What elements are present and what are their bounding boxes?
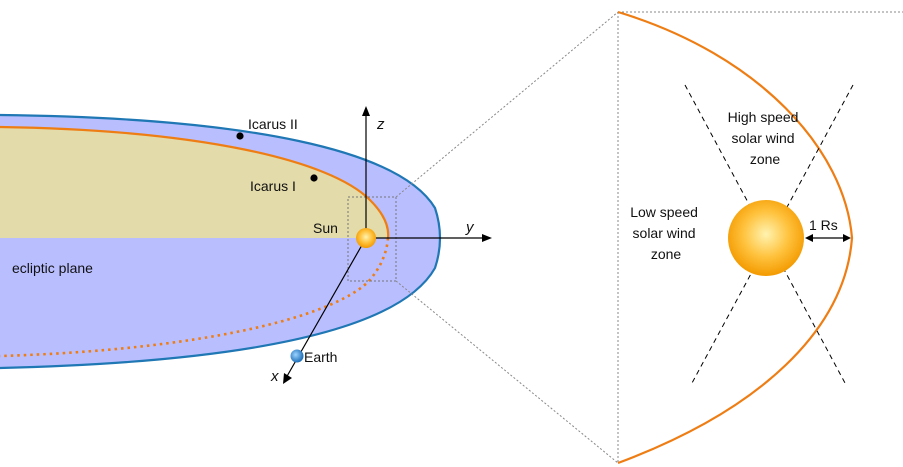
high-speed-zone-line-2: solar wind xyxy=(732,130,795,146)
sun-zoomed xyxy=(728,200,804,276)
zoom-connector-bottom xyxy=(395,280,619,464)
distance-label: 1 Rs xyxy=(809,217,838,233)
earth-marker xyxy=(290,349,304,363)
zoom-box xyxy=(347,196,397,282)
ecliptic-plane-label: ecliptic plane xyxy=(12,260,93,276)
sun-marker xyxy=(356,228,376,248)
icarus-1-marker xyxy=(310,174,318,182)
low-speed-zone-line-1: Low speed xyxy=(630,204,698,220)
icarus-1-label: Icarus I xyxy=(250,178,296,194)
x-axis-arrowhead xyxy=(283,373,292,384)
z-axis-label: z xyxy=(376,116,385,133)
high-speed-zone-line-3: zone xyxy=(750,151,781,167)
icarus-2-marker xyxy=(236,132,244,140)
x-axis-label: x xyxy=(270,368,279,385)
sun-label: Sun xyxy=(313,220,338,236)
earth-label: Earth xyxy=(304,349,337,365)
distance-arrowhead-left xyxy=(805,234,813,242)
low-speed-zone-label: Low speed solar wind zone xyxy=(630,204,702,262)
zone-boundary-1 xyxy=(684,84,846,384)
icarus-2-label: Icarus II xyxy=(248,116,298,132)
icarus-1-orbit-upper xyxy=(0,125,390,239)
z-axis-arrowhead xyxy=(362,106,370,116)
zoom-connector-top xyxy=(395,11,619,198)
y-axis-arrowhead xyxy=(482,234,492,242)
zoomed-orbit xyxy=(617,10,854,465)
distance-arrowhead-right xyxy=(843,234,851,242)
high-speed-zone-line-1: High speed xyxy=(728,109,799,125)
y-axis-label: y xyxy=(465,219,475,236)
low-speed-zone-line-3: zone xyxy=(651,246,682,262)
zone-boundary-2 xyxy=(691,84,854,384)
low-speed-zone-line-2: solar wind xyxy=(633,225,696,241)
icarus-1-upper-region xyxy=(0,127,389,238)
high-speed-zone-label: High speed solar wind zone xyxy=(728,109,803,167)
